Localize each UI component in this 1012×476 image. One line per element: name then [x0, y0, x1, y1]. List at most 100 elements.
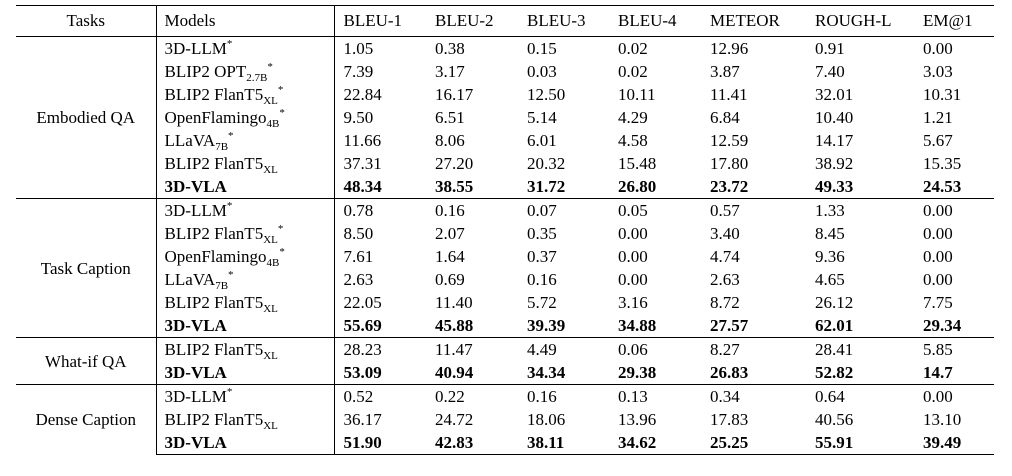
- em-1-value: 29.34: [923, 316, 962, 335]
- meteor-value: 26.83: [710, 363, 749, 382]
- bleu-2-value: 0.38: [426, 36, 518, 60]
- em-1-value: 24.53: [923, 177, 962, 196]
- bleu-1-value: 48.34: [343, 177, 382, 196]
- table-row: BLIP2 FlanT5XL* 8.50 2.07 0.35 0.00 3.40 8.45 0…: [16, 222, 994, 246]
- model-name: BLIP2 FlanT5: [164, 85, 264, 104]
- bleu-3-value: 0.15: [518, 36, 609, 60]
- table-row: Dense Caption 3D-LLM* 0.52 0.22 0.16 0.13 0.34…: [16, 384, 994, 455]
- table-row: 3D-VLA 51.90 42.83 38.11 34.62 25.25 55.91 39.4…: [16, 431, 994, 455]
- em-1-value: 0.00: [923, 270, 953, 289]
- meteor-value: 3.87: [710, 62, 740, 81]
- bleu-2-value: 0.69: [435, 270, 465, 289]
- em-1-value: 1.21: [923, 108, 953, 127]
- em-1-value: 39.49: [914, 431, 994, 455]
- bleu-3-value: 0.37: [527, 247, 557, 266]
- bleu-3-value: 5.14: [527, 108, 557, 127]
- model-name: 3D-VLA: [164, 433, 227, 452]
- meteor-value: 25.25: [701, 431, 806, 455]
- bleu-2-value: 27.20: [435, 154, 474, 173]
- header-tasks: Tasks: [16, 5, 157, 37]
- model-cell: 3D-LLM*: [156, 198, 335, 222]
- zero-shot-marker: *: [279, 107, 285, 119]
- model-name: BLIP2 FlanT5: [164, 410, 264, 429]
- model-name: 3D-LLM: [164, 39, 227, 58]
- bleu-2-value: 0.22: [426, 384, 518, 408]
- meteor-value: 8.27: [701, 337, 806, 361]
- bleu-4-value: 0.02: [609, 36, 701, 60]
- bleu-4-value: 0.00: [618, 270, 648, 289]
- bleu-2-value: 11.40: [435, 293, 473, 312]
- bleu-1-value: 53.09: [343, 363, 382, 382]
- model-cell: LLaVA7B*: [156, 129, 335, 153]
- rough-l-value: 4.65: [815, 270, 845, 289]
- bleu-3-value: 31.72: [527, 177, 566, 196]
- em-1-value: 5.67: [923, 131, 953, 150]
- header-em-1: EM@1: [914, 5, 994, 37]
- table-row: OpenFlamingo4B* 7.61 1.64 0.37 0.00 4.74 9.36 0…: [16, 245, 994, 269]
- bleu-2-value: 42.83: [426, 431, 518, 455]
- model-size-subscript: 4B: [266, 257, 280, 269]
- model-name: 3D-LLM: [164, 387, 227, 406]
- rough-l-value: 26.12: [815, 293, 854, 312]
- zero-shot-marker: *: [228, 130, 234, 142]
- bleu-1-value: 7.39: [343, 62, 374, 81]
- em-1-value: 3.03: [923, 62, 953, 81]
- model-cell: LLaVA7B*: [156, 268, 335, 292]
- bleu-4-value: 4.58: [618, 131, 648, 150]
- model-size-subscript: 7B: [215, 280, 229, 292]
- model-size-subscript: 2.7B: [246, 72, 268, 84]
- bleu-4-value: 34.62: [609, 431, 701, 455]
- zero-shot-marker: *: [279, 246, 285, 258]
- bleu-2-value: 38.55: [435, 177, 474, 196]
- model-name: 3D-LLM: [164, 201, 227, 220]
- table-row: 3D-VLA 55.69 45.88 39.39 34.88 27.57 62.01 29.3…: [16, 314, 994, 338]
- em-1-value: 0.00: [914, 198, 994, 222]
- table-row: BLIP2 FlanT5XL 37.31 27.20 20.32 15.48 17.80 3…: [16, 152, 994, 176]
- bleu-3-value: 0.03: [527, 62, 557, 81]
- bleu-2-value: 45.88: [435, 316, 474, 335]
- bleu-2-value: 1.64: [435, 247, 465, 266]
- bleu-1-value: 22.84: [343, 85, 382, 104]
- meteor-value: 12.96: [701, 36, 806, 60]
- table-row: What-if QA BLIP2 FlanT5XL 28.23 11.47 4.49 0.…: [16, 337, 994, 385]
- bleu-3-value: 39.39: [527, 316, 566, 335]
- meteor-value: 2.63: [710, 270, 740, 289]
- meteor-value: 8.72: [710, 293, 740, 312]
- bleu-1-value: 1.05: [334, 36, 426, 60]
- meteor-value: 0.57: [701, 198, 806, 222]
- model-cell: BLIP2 FlanT5XL: [156, 408, 335, 432]
- results-table: Tasks Models BLEU-1 BLEU-2 BLEU-3 BLEU-4…: [16, 5, 994, 455]
- bleu-2-value: 3.17: [435, 62, 465, 81]
- bleu-1-value: 55.69: [343, 316, 382, 335]
- bleu-1-value: 2.63: [343, 270, 374, 289]
- em-1-value: 14.7: [923, 363, 953, 382]
- bleu-3-value: 4.49: [518, 337, 609, 361]
- rough-l-value: 0.64: [806, 384, 914, 408]
- model-name: 3D-VLA: [164, 316, 227, 335]
- model-size-subscript: XL: [263, 164, 278, 176]
- header-bleu-3: BLEU-3: [518, 5, 609, 37]
- model-size-subscript: 7B: [215, 141, 229, 153]
- header-meteor: METEOR: [701, 5, 806, 37]
- model-cell: 3D-VLA: [156, 361, 335, 385]
- header-models: Models: [156, 5, 335, 37]
- bleu-1-value: 0.78: [334, 198, 426, 222]
- bleu-3-value: 0.35: [527, 224, 557, 243]
- em-1-value: 10.31: [923, 85, 962, 104]
- bleu-3-value: 0.16: [518, 384, 609, 408]
- em-1-value: 7.75: [923, 293, 953, 312]
- table-row: BLIP2 FlanT5XL 22.05 11.40 5.72 3.16 8.72 26.1…: [16, 291, 994, 315]
- meteor-value: 0.34: [701, 384, 806, 408]
- model-cell: 3D-LLM*: [156, 384, 335, 408]
- bleu-1-value: 7.61: [343, 247, 374, 266]
- model-size-subscript: 4B: [266, 118, 280, 130]
- rough-l-value: 55.91: [806, 431, 914, 455]
- rough-l-value: 14.17: [815, 131, 854, 150]
- model-name: LLaVA: [164, 270, 216, 289]
- bleu-2-value: 40.94: [435, 363, 474, 382]
- model-cell: BLIP2 FlanT5XL: [156, 152, 335, 176]
- rough-l-value: 49.33: [815, 177, 854, 196]
- model-name: 3D-VLA: [164, 363, 227, 382]
- rough-l-value: 7.40: [815, 62, 845, 81]
- em-1-value: 0.00: [923, 224, 953, 243]
